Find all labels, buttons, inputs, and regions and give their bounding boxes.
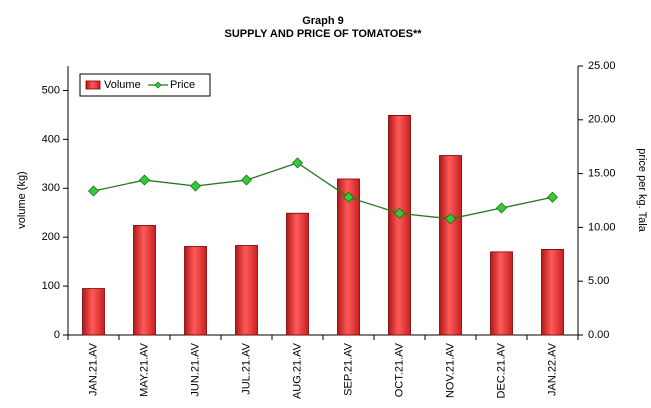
legend-marker — [154, 81, 162, 89]
x-tick-label: JAN.21.AV — [87, 342, 99, 396]
legend-swatch — [85, 80, 101, 90]
bar — [133, 225, 156, 336]
price-marker — [496, 202, 507, 214]
y-axis-label: volume (kg) — [16, 171, 28, 228]
price-marker — [394, 207, 405, 219]
y2-tick-label: 20.00 — [588, 114, 616, 126]
bar — [490, 251, 513, 336]
bar — [541, 249, 564, 336]
x-tick-label: JUL.21.AV — [240, 342, 252, 394]
price-marker — [241, 174, 252, 186]
bar — [286, 212, 309, 336]
bar — [388, 114, 411, 336]
price-marker — [190, 180, 201, 192]
x-tick-label: JAN.22.AV — [546, 342, 558, 396]
y-tick-label: 300 — [42, 182, 60, 194]
y-tick-label: 0 — [54, 329, 60, 341]
y2-tick-label: 25.00 — [588, 60, 616, 72]
bar — [184, 246, 207, 336]
x-tick-label: DEC.21.AV — [495, 342, 507, 398]
price-marker — [88, 185, 99, 197]
y2-tick-label: 10.00 — [588, 221, 616, 233]
bar — [337, 178, 360, 336]
price-line — [93, 162, 553, 220]
y2-tick-label: 5.00 — [588, 275, 609, 287]
y-tick-label: 400 — [42, 133, 60, 145]
x-tick-label: AUG.21.AV — [291, 342, 303, 399]
y2-axis-label: price per kg. Tala — [636, 148, 648, 232]
y2-tick-label: 0.00 — [588, 329, 609, 341]
legend-label: Price — [170, 79, 195, 91]
chart-subtitle: SUPPLY AND PRICE OF TOMATOES** — [224, 28, 422, 40]
x-tick-label: SEP.21.AV — [342, 342, 354, 395]
price-marker — [445, 213, 456, 225]
y-tick-label: 200 — [42, 231, 60, 243]
x-tick-label: JUN.21.AV — [189, 342, 201, 396]
chart-title: Graph 9 — [302, 15, 344, 27]
x-tick-label: OCT.21.AV — [393, 342, 405, 397]
x-tick-label: NOV.21.AV — [444, 342, 456, 398]
price-marker — [343, 191, 354, 203]
legend-box — [79, 73, 211, 97]
bar — [235, 245, 258, 336]
x-tick-label: MAY.21.AV — [138, 342, 150, 396]
price-marker — [139, 174, 150, 186]
bar — [439, 155, 462, 336]
price-marker — [547, 191, 558, 203]
y-tick-label: 500 — [42, 84, 60, 96]
bar — [82, 288, 105, 336]
y-tick-label: 100 — [42, 280, 60, 292]
price-marker — [292, 157, 303, 169]
y2-tick-label: 15.00 — [588, 168, 616, 180]
legend-label: Volume — [104, 79, 141, 91]
